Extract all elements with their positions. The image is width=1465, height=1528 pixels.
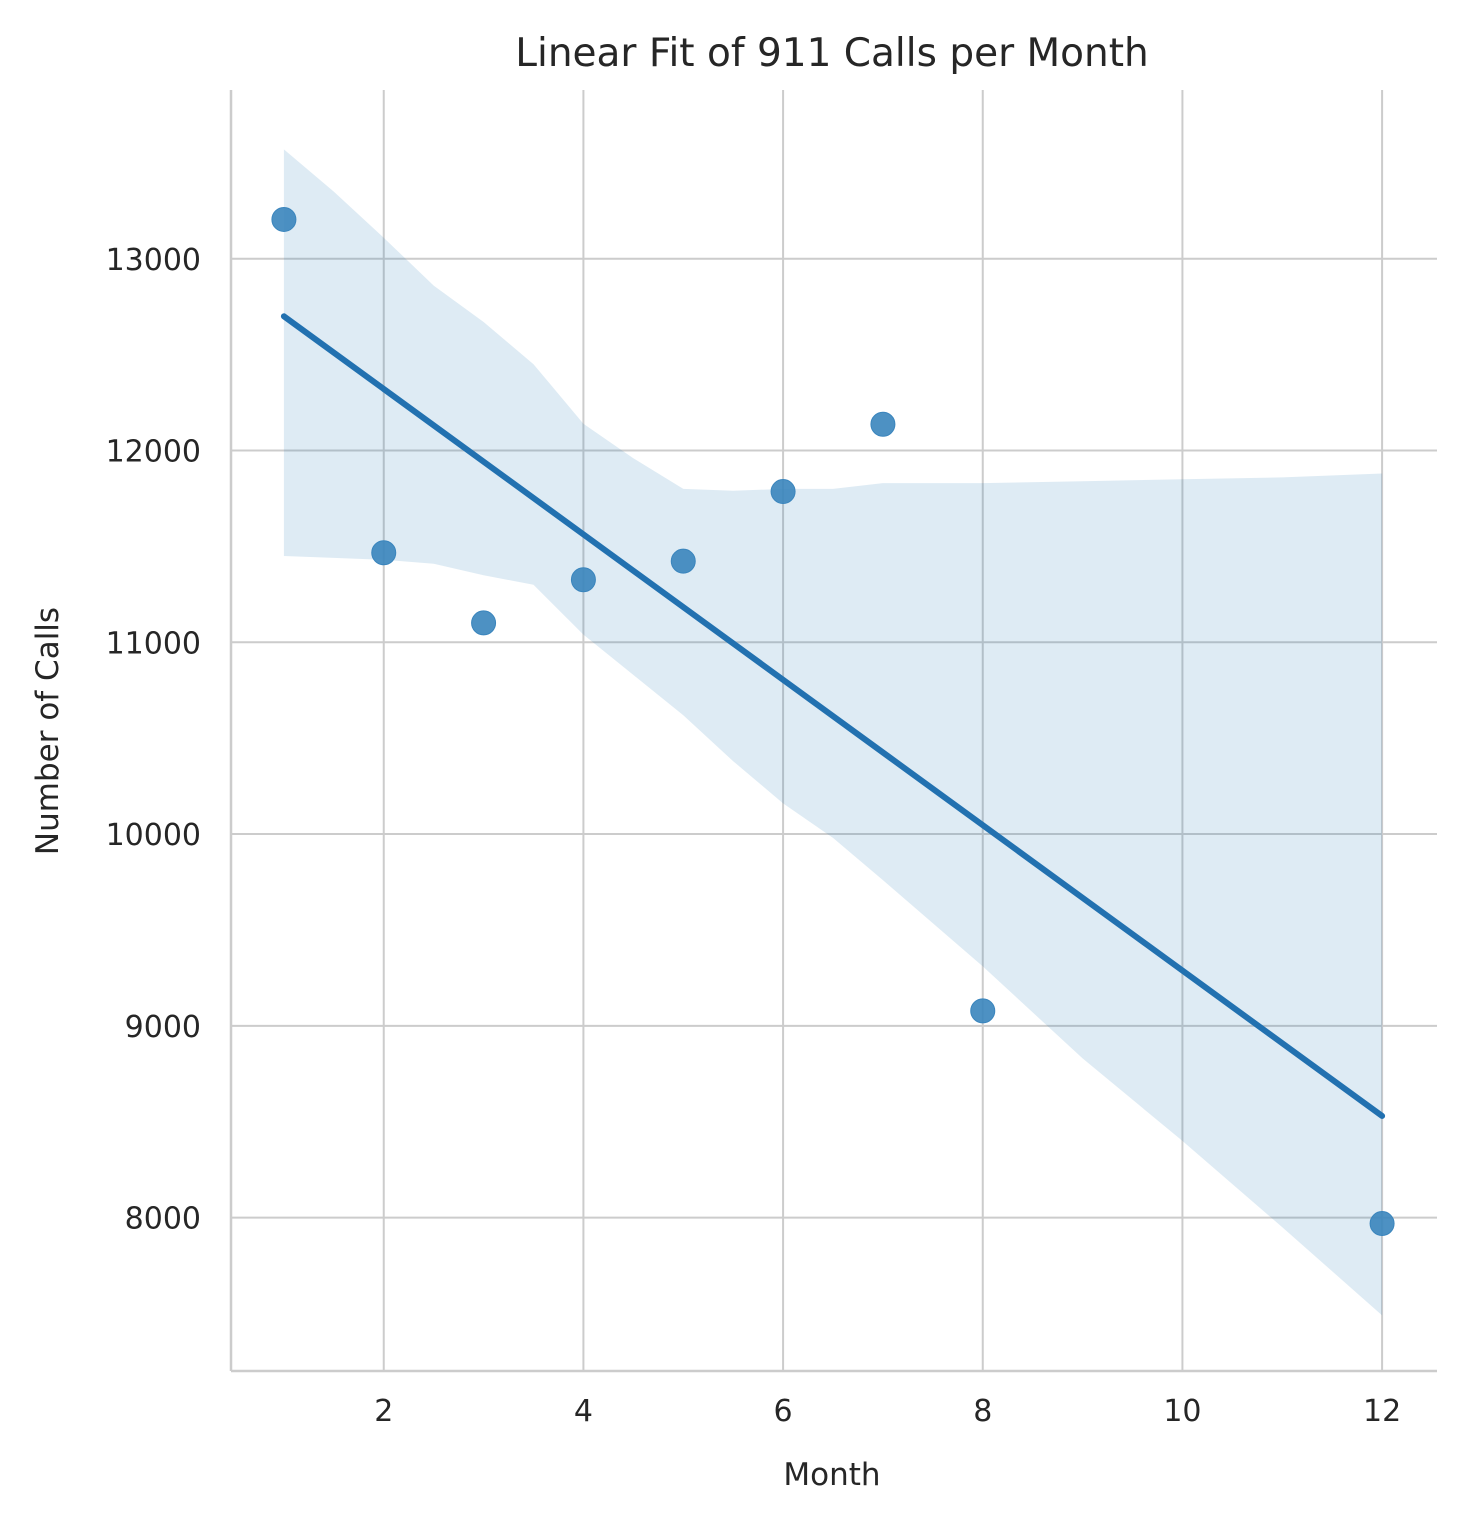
scatter-point: [970, 998, 996, 1024]
x-tick-label: 2: [374, 1394, 393, 1429]
scatter-point: [271, 206, 297, 232]
scatter-point: [371, 540, 397, 566]
x-tick-label: 10: [1163, 1394, 1201, 1429]
x-tick-label: 12: [1363, 1394, 1401, 1429]
x-tick-label: 8: [973, 1394, 992, 1429]
scatter-point: [670, 548, 696, 574]
x-tick-label: 4: [574, 1394, 593, 1429]
y-axis-label: Number of Calls: [30, 607, 66, 855]
chart-title: Linear Fit of 911 Calls per Month: [515, 31, 1148, 76]
x-tick-label: 6: [774, 1394, 793, 1429]
axes-spines: [229, 90, 1437, 1373]
tick-labels: 2 4 6 8 10 12 8000 9000 10000 11000 12000 13000: [106, 243, 1402, 1429]
y-tick-label: 9000: [125, 1010, 201, 1045]
scatter-point: [870, 411, 896, 437]
confidence-band-layer: [283, 149, 1383, 1316]
scatter-point: [570, 567, 596, 593]
y-tick-label: 8000: [125, 1202, 201, 1237]
y-tick-label: 11000: [106, 626, 201, 661]
regression-line: [280, 313, 1386, 1119]
grid-layer: [231, 90, 1437, 1371]
confidence-band: [283, 149, 1383, 1316]
y-tick-label: 12000: [106, 435, 201, 470]
scatter-point: [471, 610, 497, 636]
y-tick-label: 13000: [106, 243, 201, 278]
scatter-point: [1369, 1211, 1395, 1237]
regression-line-layer: [280, 313, 1386, 1119]
scatter-point: [770, 479, 796, 505]
y-tick-label: 10000: [106, 818, 201, 853]
x-axis-label: Month: [783, 1457, 880, 1493]
scatter-points-layer: [271, 206, 1395, 1237]
